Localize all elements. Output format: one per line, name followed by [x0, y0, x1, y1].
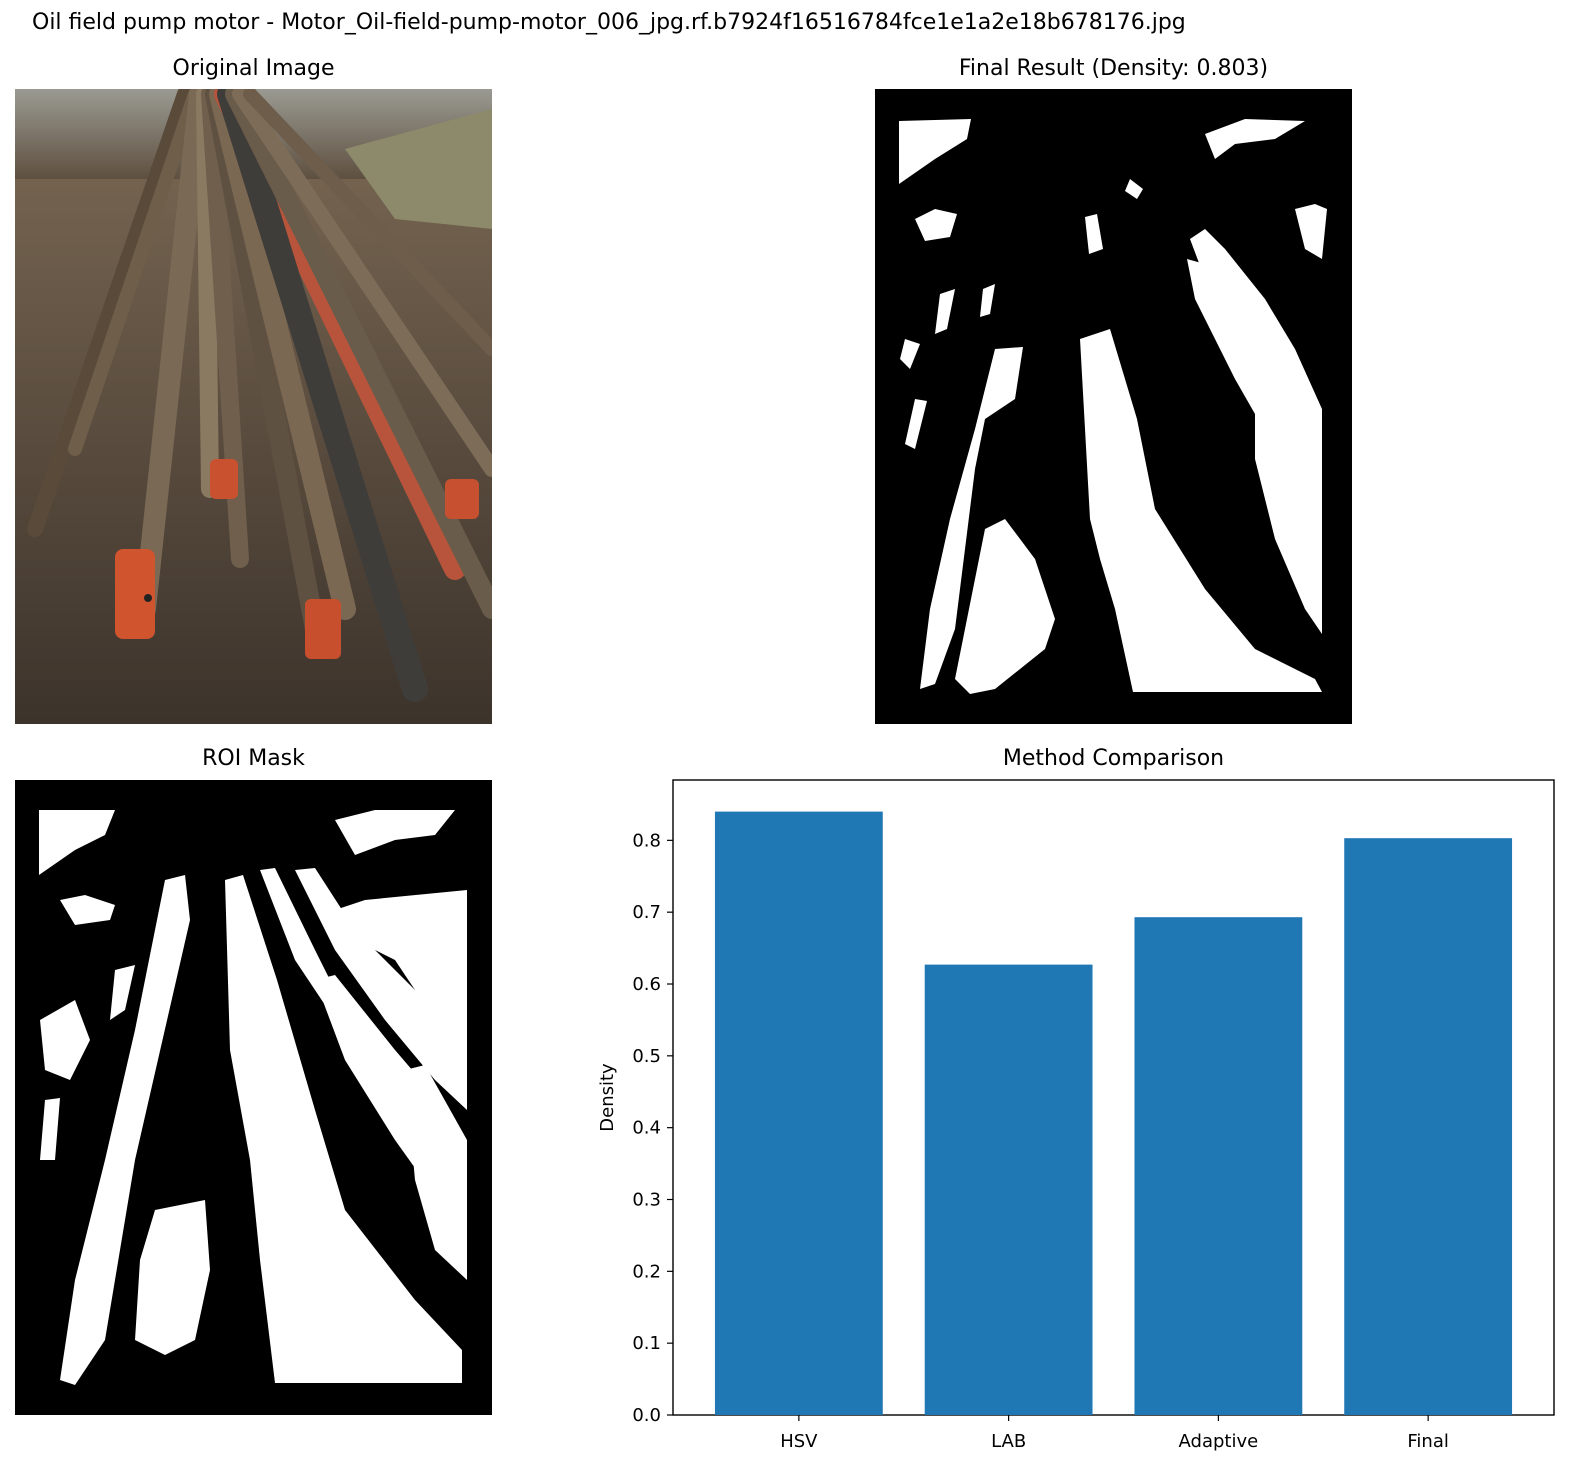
- final-result-mask: [875, 89, 1352, 724]
- pipes-photo-illustration: [15, 89, 492, 724]
- y-tick-label: 0.6: [632, 974, 661, 995]
- y-tick-label: 0.5: [632, 1046, 661, 1067]
- bar-lab: [924, 964, 1093, 1415]
- roi-mask-illustration: [15, 780, 492, 1415]
- y-tick-label: 0.2: [632, 1261, 661, 1282]
- y-tick-label: 0.7: [632, 902, 661, 923]
- y-tick-label: 0.8: [632, 830, 661, 851]
- roi-mask-title: ROI Mask: [202, 746, 305, 771]
- roi-mask: [15, 780, 492, 1415]
- figure-suptitle: Oil field pump motor - Motor_Oil-field-p…: [32, 10, 1186, 35]
- x-tick-label: Final: [1407, 1431, 1448, 1452]
- bar-adaptive: [1134, 917, 1303, 1415]
- y-tick-label: 0.3: [632, 1190, 661, 1211]
- original-image: [15, 89, 492, 724]
- y-axis-label: Density: [597, 1063, 618, 1132]
- x-tick-label: HSV: [780, 1431, 818, 1452]
- y-tick-label: 0.1: [632, 1333, 661, 1354]
- x-tick-label: Adaptive: [1179, 1431, 1259, 1452]
- plot-frame: [672, 779, 1555, 1416]
- x-tick-label: LAB: [991, 1431, 1026, 1452]
- bar-hsv: [714, 811, 883, 1415]
- y-tick-label: 0.4: [632, 1118, 661, 1139]
- method-comparison-title: Method Comparison: [1002, 746, 1225, 771]
- original-image-title: Original Image: [172, 56, 335, 81]
- y-tick-label: 0.0: [632, 1405, 661, 1426]
- final-mask-illustration: [875, 89, 1352, 724]
- bar-final: [1344, 838, 1513, 1415]
- final-result-title: Final Result (Density: 0.803): [958, 56, 1269, 81]
